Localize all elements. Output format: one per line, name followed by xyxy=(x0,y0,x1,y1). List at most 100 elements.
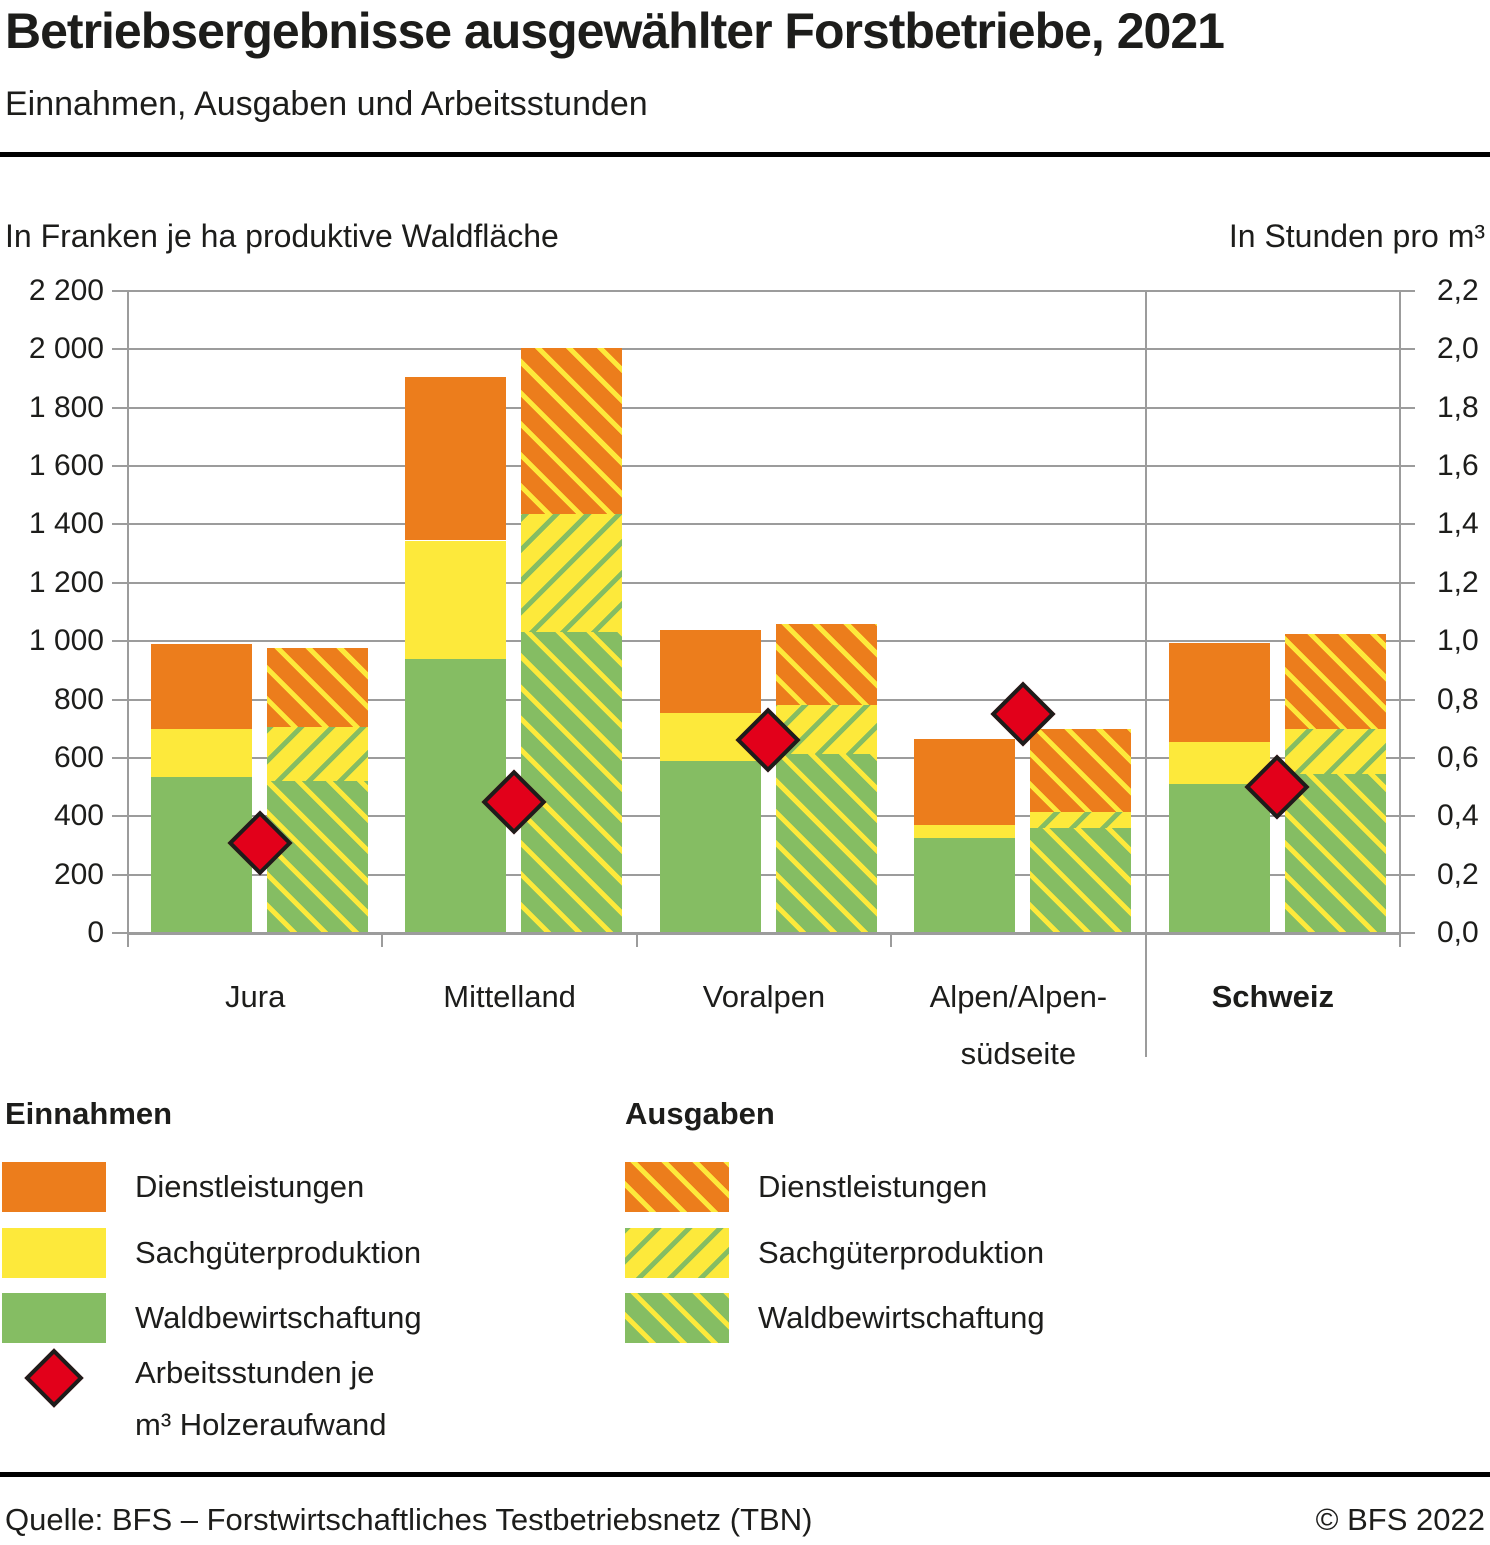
bar-ausgaben-waldbewirtschaftung-Voralpen xyxy=(775,753,877,933)
category-label-voralpen: Voralpen xyxy=(702,979,826,1014)
legend-header-einnahmen: Einnahmen xyxy=(5,1096,173,1131)
left-axis-tick-label: 1 800 xyxy=(28,390,104,424)
bar-ausgaben-waldbewirtschaftung-Mittelland xyxy=(521,632,623,933)
page-subtitle: Einnahmen, Ausgaben und Arbeitsstunden xyxy=(5,85,648,123)
bar-einnahmen-waldbewirtschaftung-Jura xyxy=(151,776,252,933)
right-axis-tick-label: 0,0 xyxy=(1437,916,1479,949)
left-axis-tick xyxy=(112,290,128,292)
gridline xyxy=(128,465,1400,468)
left-axis-tick-label: 1 000 xyxy=(28,624,104,658)
left-axis-tick-label: 0 xyxy=(87,916,104,949)
right-axis-tick xyxy=(1400,348,1415,351)
bar-ausgaben-waldbewirtschaftung-Jura xyxy=(267,781,368,933)
legend-label-arbeitsstunden-line1: Arbeitsstunden je xyxy=(135,1355,375,1390)
right-axis-tick xyxy=(1400,290,1415,292)
x-axis-tick xyxy=(1144,932,1147,947)
bar-ausgaben-sachgueterproduktion-Alpen/Alpensüdseite xyxy=(1030,811,1132,828)
right-axis-caption: In Stunden pro m³ xyxy=(1228,218,1485,254)
legend-label-ausgaben-dienstleistungen: Dienstleistungen xyxy=(758,1169,988,1204)
gridline xyxy=(128,348,1400,351)
right-axis-tick-label: 0,2 xyxy=(1437,857,1479,891)
legend-label-ausgaben-waldbewirtschaftung: Waldbewirtschaftung xyxy=(758,1300,1045,1335)
gridline xyxy=(128,581,1400,584)
legend-swatch-einnahmen-dienstleistungen xyxy=(2,1162,106,1212)
legend-swatch-ausgaben-dienstleistungen xyxy=(625,1162,729,1212)
left-axis-tick-label: 2 000 xyxy=(28,332,104,366)
legend-diamond-icon xyxy=(24,1348,84,1408)
category-label-mittelland: Mittelland xyxy=(443,979,576,1014)
footer-divider xyxy=(0,1472,1490,1477)
bar-ausgaben-dienstleistungen-Schweiz xyxy=(1284,633,1386,729)
legend-label-ausgaben-sachgueterproduktion: Sachgüterproduktion xyxy=(758,1235,1045,1270)
bar-einnahmen-dienstleistungen-Alpen/Alpensüdseite xyxy=(914,738,1016,826)
legend-swatch-ausgaben-sachgueterproduktion xyxy=(625,1228,729,1278)
bar-ausgaben-sachgueterproduktion-Jura xyxy=(267,727,368,782)
right-axis-tick-label: 1,2 xyxy=(1437,565,1479,599)
x-axis-tick xyxy=(890,932,893,947)
bar-einnahmen-dienstleistungen-Mittelland xyxy=(405,377,507,541)
legend-label-einnahmen-sachgueterproduktion: Sachgüterproduktion xyxy=(135,1235,422,1270)
category-label-alpen-alpens-dseite: Alpen/Alpen-südseite xyxy=(929,979,1108,1071)
legend-swatch-einnahmen-waldbewirtschaftung xyxy=(2,1293,106,1343)
gridline xyxy=(128,290,1400,292)
bar-ausgaben-sachgueterproduktion-Mittelland xyxy=(521,514,623,633)
legend-label-arbeitsstunden-line2: m³ Holzeraufwand xyxy=(135,1407,387,1442)
gridline xyxy=(128,640,1400,643)
right-axis-tick-label: 1,8 xyxy=(1437,390,1479,424)
left-axis-tick-label: 800 xyxy=(53,682,104,716)
left-axis-tick-label: 600 xyxy=(53,740,104,774)
plot-area xyxy=(127,290,1401,1057)
left-axis-tick xyxy=(112,523,128,526)
bar-ausgaben-dienstleistungen-Alpen/Alpensüdseite xyxy=(1030,728,1132,812)
category-label-schweiz: Schweiz xyxy=(1211,979,1334,1014)
bar-ausgaben-dienstleistungen-Mittelland xyxy=(521,347,623,515)
schweiz-separator-line xyxy=(1144,291,1147,1057)
left-axis-tick-label: 1 600 xyxy=(28,449,104,483)
left-axis-tick xyxy=(112,640,128,643)
right-axis-tick xyxy=(1400,873,1415,876)
left-axis-tick xyxy=(112,932,128,934)
bar-ausgaben-waldbewirtschaftung-Schweiz xyxy=(1284,773,1386,933)
bar-ausgaben-dienstleistungen-Voralpen xyxy=(775,623,877,706)
left-axis-tick xyxy=(112,406,128,409)
right-axis-tick xyxy=(1400,640,1415,643)
bar-einnahmen-waldbewirtschaftung-Alpen/Alpensüdseite xyxy=(914,838,1016,933)
right-axis-tick-label: 1,6 xyxy=(1437,449,1479,483)
left-axis-tick xyxy=(112,348,128,351)
right-axis-tick xyxy=(1400,406,1415,409)
right-axis-tick-label: 2,2 xyxy=(1437,274,1479,307)
legend-header-ausgaben: Ausgaben xyxy=(625,1096,775,1131)
right-axis-line xyxy=(1399,291,1401,947)
bar-ausgaben-waldbewirtschaftung-Alpen/Alpensüdseite xyxy=(1030,827,1132,933)
source-note: Quelle: BFS – Forstwirtschaftliches Test… xyxy=(5,1502,813,1537)
right-axis-tick xyxy=(1400,932,1415,934)
right-axis-tick-label: 1,4 xyxy=(1437,507,1479,541)
x-axis-tick xyxy=(635,932,638,947)
page-title: Betriebsergebnisse ausgewählter Forstbet… xyxy=(5,3,1225,59)
bar-ausgaben-dienstleistungen-Jura xyxy=(267,648,368,728)
legend-swatch-einnahmen-sachgueterproduktion xyxy=(2,1228,106,1278)
bar-einnahmen-sachgueterproduktion-Alpen/Alpensüdseite xyxy=(914,825,1016,839)
right-axis-tick xyxy=(1400,465,1415,468)
x-axis-tick xyxy=(1399,932,1401,947)
right-axis-tick-label: 1,0 xyxy=(1437,624,1479,658)
legend-swatch-ausgaben-waldbewirtschaftung xyxy=(625,1293,729,1343)
right-axis-tick xyxy=(1400,698,1415,701)
right-axis-tick xyxy=(1400,523,1415,526)
x-axis-tick xyxy=(127,932,129,947)
header-divider xyxy=(0,152,1490,157)
left-axis-tick xyxy=(112,698,128,701)
left-axis-tick xyxy=(112,756,128,759)
left-axis-line xyxy=(127,291,129,947)
right-axis-tick-label: 0,8 xyxy=(1437,682,1479,716)
copyright-note: © BFS 2022 xyxy=(1315,1502,1485,1537)
bar-einnahmen-waldbewirtschaftung-Voralpen xyxy=(659,760,761,933)
gridline xyxy=(128,873,1400,876)
x-axis-tick xyxy=(381,932,384,947)
bar-einnahmen-dienstleistungen-Jura xyxy=(151,644,252,729)
x-axis-line xyxy=(128,932,1400,935)
left-axis-tick-label: 200 xyxy=(53,857,104,891)
category-label-jura: Jura xyxy=(225,979,286,1014)
right-axis-tick xyxy=(1400,756,1415,759)
